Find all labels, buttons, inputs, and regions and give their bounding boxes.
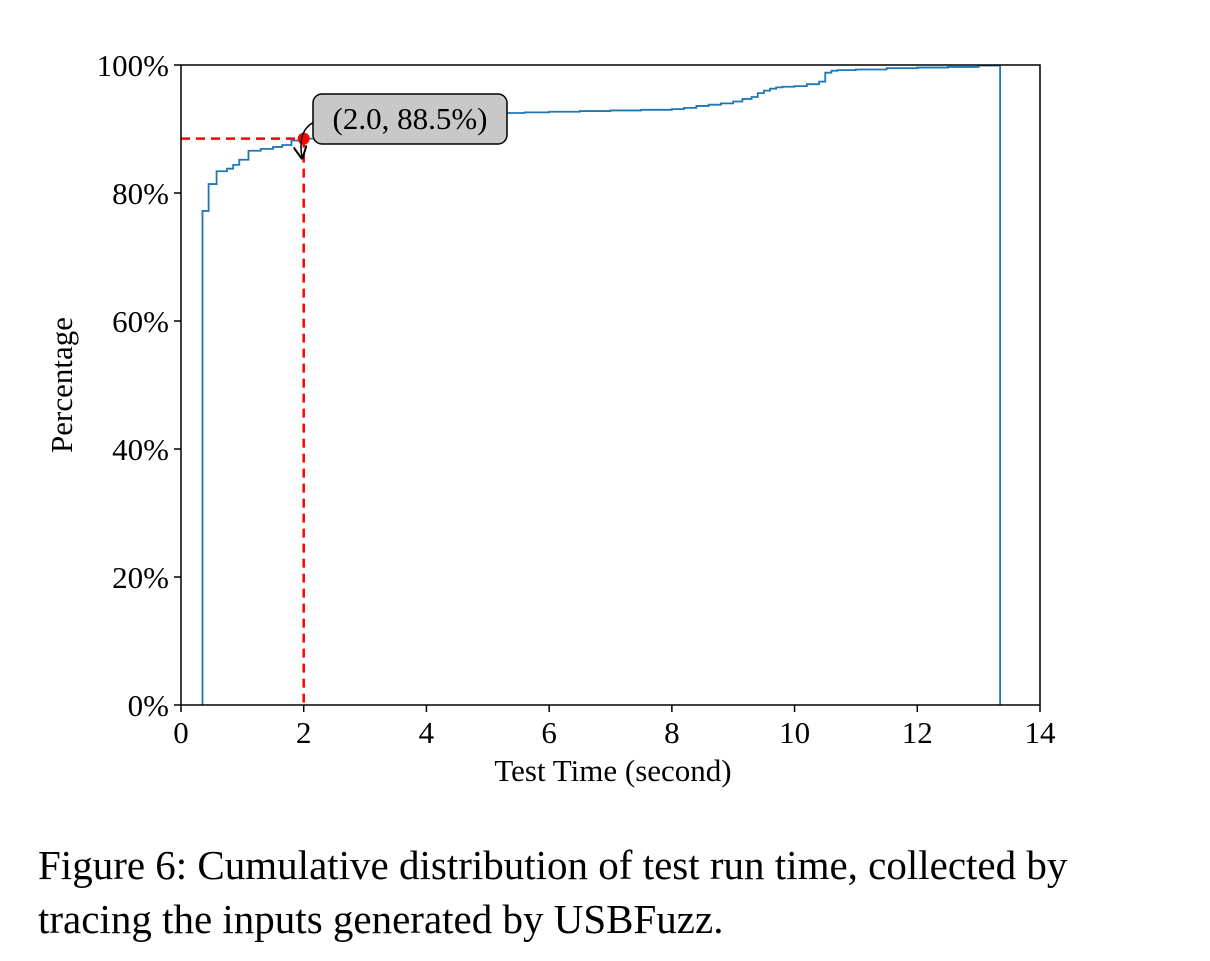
y-tick-label: 100% — [97, 48, 169, 83]
annotation-callout: (2.0, 88.5%) — [301, 93, 508, 158]
y-tick-label: 20% — [112, 560, 169, 595]
x-axis-label: Test Time (second) — [494, 753, 731, 788]
y-axis-ticks: 0% 20% 40% 60% 80% 100% — [97, 48, 181, 723]
y-tick-label: 60% — [112, 304, 169, 339]
axes-frame — [180, 64, 1041, 706]
x-axis-ticks: 0 2 4 6 8 10 12 14 — [173, 705, 1056, 750]
x-tick-label: 12 — [902, 715, 933, 750]
annotation-label: (2.0, 88.5%) — [333, 101, 488, 136]
series-line-0 — [201, 64, 1002, 705]
y-axis-label: Percentage — [44, 317, 79, 453]
x-tick-label: 10 — [779, 715, 810, 750]
plot-area — [181, 64, 1002, 705]
x-tick-label: 6 — [541, 715, 557, 750]
chart: 0 2 4 6 8 10 12 14 0% 20% 40% 60% 80% 100% Test Time… — [44, 48, 1056, 788]
figure-caption: Figure 6: Cumulative distribution of tes… — [38, 842, 1068, 942]
y-tick-label: 80% — [112, 176, 169, 211]
x-tick-label: 14 — [1025, 715, 1057, 750]
annotation-box — [312, 93, 508, 145]
y-tick-label: 0% — [128, 688, 169, 723]
x-tick-label: 2 — [296, 715, 312, 750]
x-tick-label: 4 — [419, 715, 435, 750]
x-tick-label: 8 — [664, 715, 680, 750]
y-tick-label: 40% — [112, 432, 169, 467]
x-tick-label: 0 — [173, 715, 189, 750]
